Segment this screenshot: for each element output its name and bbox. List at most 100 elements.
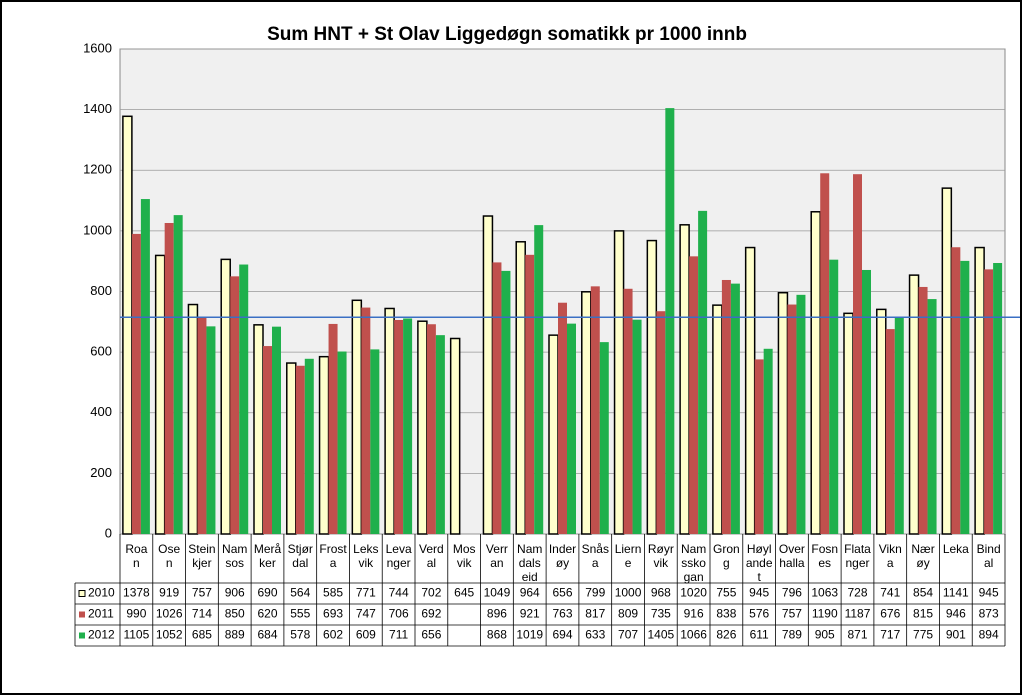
table-value: 906: [225, 586, 245, 600]
table-value: 744: [389, 586, 409, 600]
bar: [417, 320, 428, 535]
bar: [187, 303, 199, 535]
legend-label: 2011: [88, 607, 114, 621]
bar: [829, 259, 839, 534]
bar: [263, 346, 272, 534]
table-value: 706: [389, 607, 409, 621]
bar: [787, 304, 797, 534]
table-value: 945: [979, 586, 999, 600]
bar: [853, 174, 862, 535]
table-value: 656: [552, 586, 572, 600]
table-value: 645: [454, 586, 474, 600]
table-value: 964: [520, 586, 540, 600]
bar: [567, 323, 576, 534]
table-value: 684: [257, 628, 277, 642]
bar: [918, 286, 928, 534]
table-value: 757: [782, 607, 802, 621]
table-value: 789: [782, 628, 802, 642]
bar: [810, 211, 821, 535]
table-value: 817: [585, 607, 605, 621]
x-tick-label: Nær øy: [911, 542, 934, 570]
bar: [534, 225, 544, 534]
x-tick-label: Høyl ande t: [746, 542, 773, 584]
table-value: 1378: [123, 586, 150, 600]
bar: [754, 359, 764, 534]
table-value: 620: [257, 607, 277, 621]
y-tick-label: 600: [90, 344, 112, 359]
bar: [239, 264, 249, 534]
bar: [272, 326, 281, 534]
bar: [337, 351, 347, 534]
x-tick-label: Stein kjer: [188, 542, 215, 570]
table-value: 611: [750, 628, 769, 642]
table-value: 916: [684, 607, 704, 621]
bar: [492, 262, 502, 534]
table-value: 576: [749, 607, 769, 621]
x-tick-label: Ose n: [158, 542, 180, 570]
bar: [253, 324, 264, 535]
bar: [435, 335, 445, 534]
table-value: 578: [290, 628, 310, 642]
x-tick-label: Liern e: [615, 542, 642, 570]
bar: [656, 311, 666, 534]
bar: [525, 254, 535, 534]
table-value: 775: [913, 628, 933, 642]
table-value: 702: [421, 586, 441, 600]
bar: [558, 302, 567, 534]
table-value: 676: [880, 607, 900, 621]
bar: [777, 291, 789, 535]
table-value: 1190: [812, 607, 838, 621]
x-tick-label: Leva nger: [386, 542, 412, 570]
table-value: 564: [290, 586, 310, 600]
bar: [403, 318, 413, 534]
bar: [993, 263, 1003, 534]
bar: [122, 115, 133, 535]
x-tick-label: Vikn a: [879, 542, 902, 570]
chart-title: Sum HNT + St Olav Liggedøgn somatikk pr …: [267, 24, 747, 45]
table-value: 826: [716, 628, 736, 642]
bar: [613, 230, 625, 535]
table-value: 1187: [845, 607, 871, 621]
bar: [974, 246, 985, 535]
x-tick-label: Roa n: [125, 542, 147, 570]
table-value: 1026: [156, 607, 183, 621]
bar: [689, 256, 699, 534]
x-tick-label: Mos vik: [453, 542, 476, 570]
bar: [927, 299, 937, 534]
bar: [206, 326, 216, 534]
x-tick-label: Verr an: [486, 542, 508, 570]
table-value: 656: [421, 628, 441, 642]
y-tick-label: 400: [90, 404, 112, 419]
y-tick-label: 1000: [83, 222, 112, 237]
x-tick-label: Røyr vik: [648, 542, 674, 570]
bar: [885, 329, 895, 534]
bar: [351, 299, 363, 535]
table-value: 714: [192, 607, 212, 621]
table-value: 854: [913, 586, 933, 600]
table-value: 889: [225, 628, 245, 642]
bar: [295, 365, 305, 534]
y-tick-label: 1200: [83, 162, 112, 177]
table-value: 711: [389, 628, 408, 642]
table-value: 692: [421, 607, 441, 621]
x-tick-label: Over halla: [779, 542, 805, 570]
table-value: 990: [126, 607, 146, 621]
table-value: 757: [192, 586, 212, 600]
table-value: 945: [749, 586, 769, 600]
legend-label: 2010: [88, 586, 115, 600]
x-tick-label: Leks vik: [353, 542, 378, 570]
y-tick-label: 0: [105, 525, 112, 540]
x-tick-label: Nam ssko gan: [681, 542, 706, 584]
table-value: 735: [651, 607, 671, 621]
table-value: 799: [585, 586, 605, 600]
table-value: 838: [716, 607, 736, 621]
bar: [744, 246, 756, 535]
bar: [763, 348, 773, 534]
bar: [426, 324, 436, 534]
bar: [140, 199, 150, 534]
table-value: 871: [847, 628, 867, 642]
x-tick-label: Gron g: [713, 542, 740, 570]
bar: [984, 269, 994, 534]
table-value: 1105: [123, 628, 149, 642]
